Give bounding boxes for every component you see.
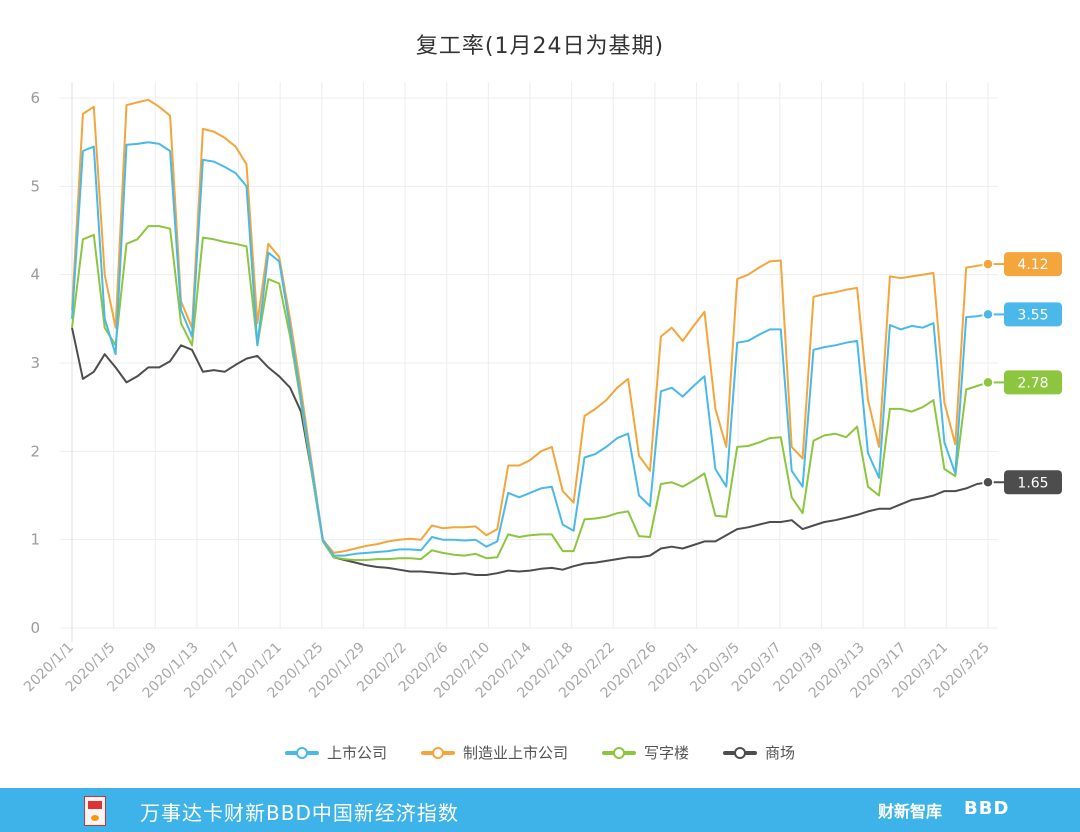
end-point-marker bbox=[982, 308, 994, 321]
legend-item[interactable]: 写字楼 bbox=[602, 742, 689, 763]
legend-swatch bbox=[284, 746, 319, 759]
legend-label: 商场 bbox=[765, 744, 796, 762]
legend-swatch bbox=[723, 746, 758, 759]
caixin-brand: 财新智库 bbox=[878, 802, 943, 821]
chart-title: 复工率(1月24日为基期) bbox=[415, 34, 665, 59]
end-value-label: 3.55 bbox=[1017, 307, 1048, 323]
series-line-1 bbox=[71, 98, 989, 554]
y-tick-label: 0 bbox=[30, 619, 40, 637]
legend-item[interactable]: 上市公司 bbox=[284, 742, 387, 763]
legend-label: 制造业上市公司 bbox=[462, 744, 568, 762]
legend-label: 写字楼 bbox=[644, 744, 690, 762]
y-tick-label: 4 bbox=[30, 266, 40, 284]
y-tick-label: 6 bbox=[30, 89, 40, 107]
y-tick-label: 2 bbox=[30, 442, 40, 460]
end-value-label: 4.12 bbox=[1017, 257, 1048, 273]
end-value-badge bbox=[1004, 370, 1062, 395]
series-line-3 bbox=[71, 327, 989, 576]
y-tick-label: 1 bbox=[30, 531, 40, 549]
grid bbox=[60, 82, 998, 629]
nei-logo-icon bbox=[84, 796, 106, 826]
series-line-2 bbox=[71, 225, 989, 561]
end-value-label: 2.78 bbox=[1017, 375, 1048, 391]
end-value-label: 1.65 bbox=[1017, 475, 1048, 491]
end-point-marker bbox=[982, 376, 994, 389]
end-value-badge bbox=[1004, 302, 1062, 327]
footer-banner: 万事达卡财新BBD中国新经济指数 财新智库 BBD bbox=[0, 788, 1080, 832]
y-tick-label: 5 bbox=[30, 177, 40, 195]
legend-swatch bbox=[602, 746, 636, 759]
line-chart: 01234562020/1/12020/1/52020/1/92020/1/13… bbox=[21, 82, 1062, 702]
bbd-brand: BBD bbox=[964, 798, 1010, 819]
legend-label: 上市公司 bbox=[326, 744, 387, 762]
end-point-marker bbox=[982, 258, 994, 270]
series-line-0 bbox=[71, 141, 989, 557]
legend-item[interactable]: 制造业上市公司 bbox=[420, 742, 568, 763]
legend-item[interactable]: 商场 bbox=[723, 742, 795, 763]
chart-legend: 上市公司 制造业上市公司 写字楼 商场 bbox=[0, 742, 1080, 763]
legend-swatch bbox=[420, 746, 455, 759]
end-point-marker bbox=[982, 476, 994, 488]
y-tick-label: 3 bbox=[30, 354, 40, 372]
end-value-badge bbox=[1004, 470, 1062, 495]
footer-text: 万事达卡财新BBD中国新经济指数 bbox=[140, 801, 459, 825]
end-value-badge bbox=[1004, 252, 1062, 277]
